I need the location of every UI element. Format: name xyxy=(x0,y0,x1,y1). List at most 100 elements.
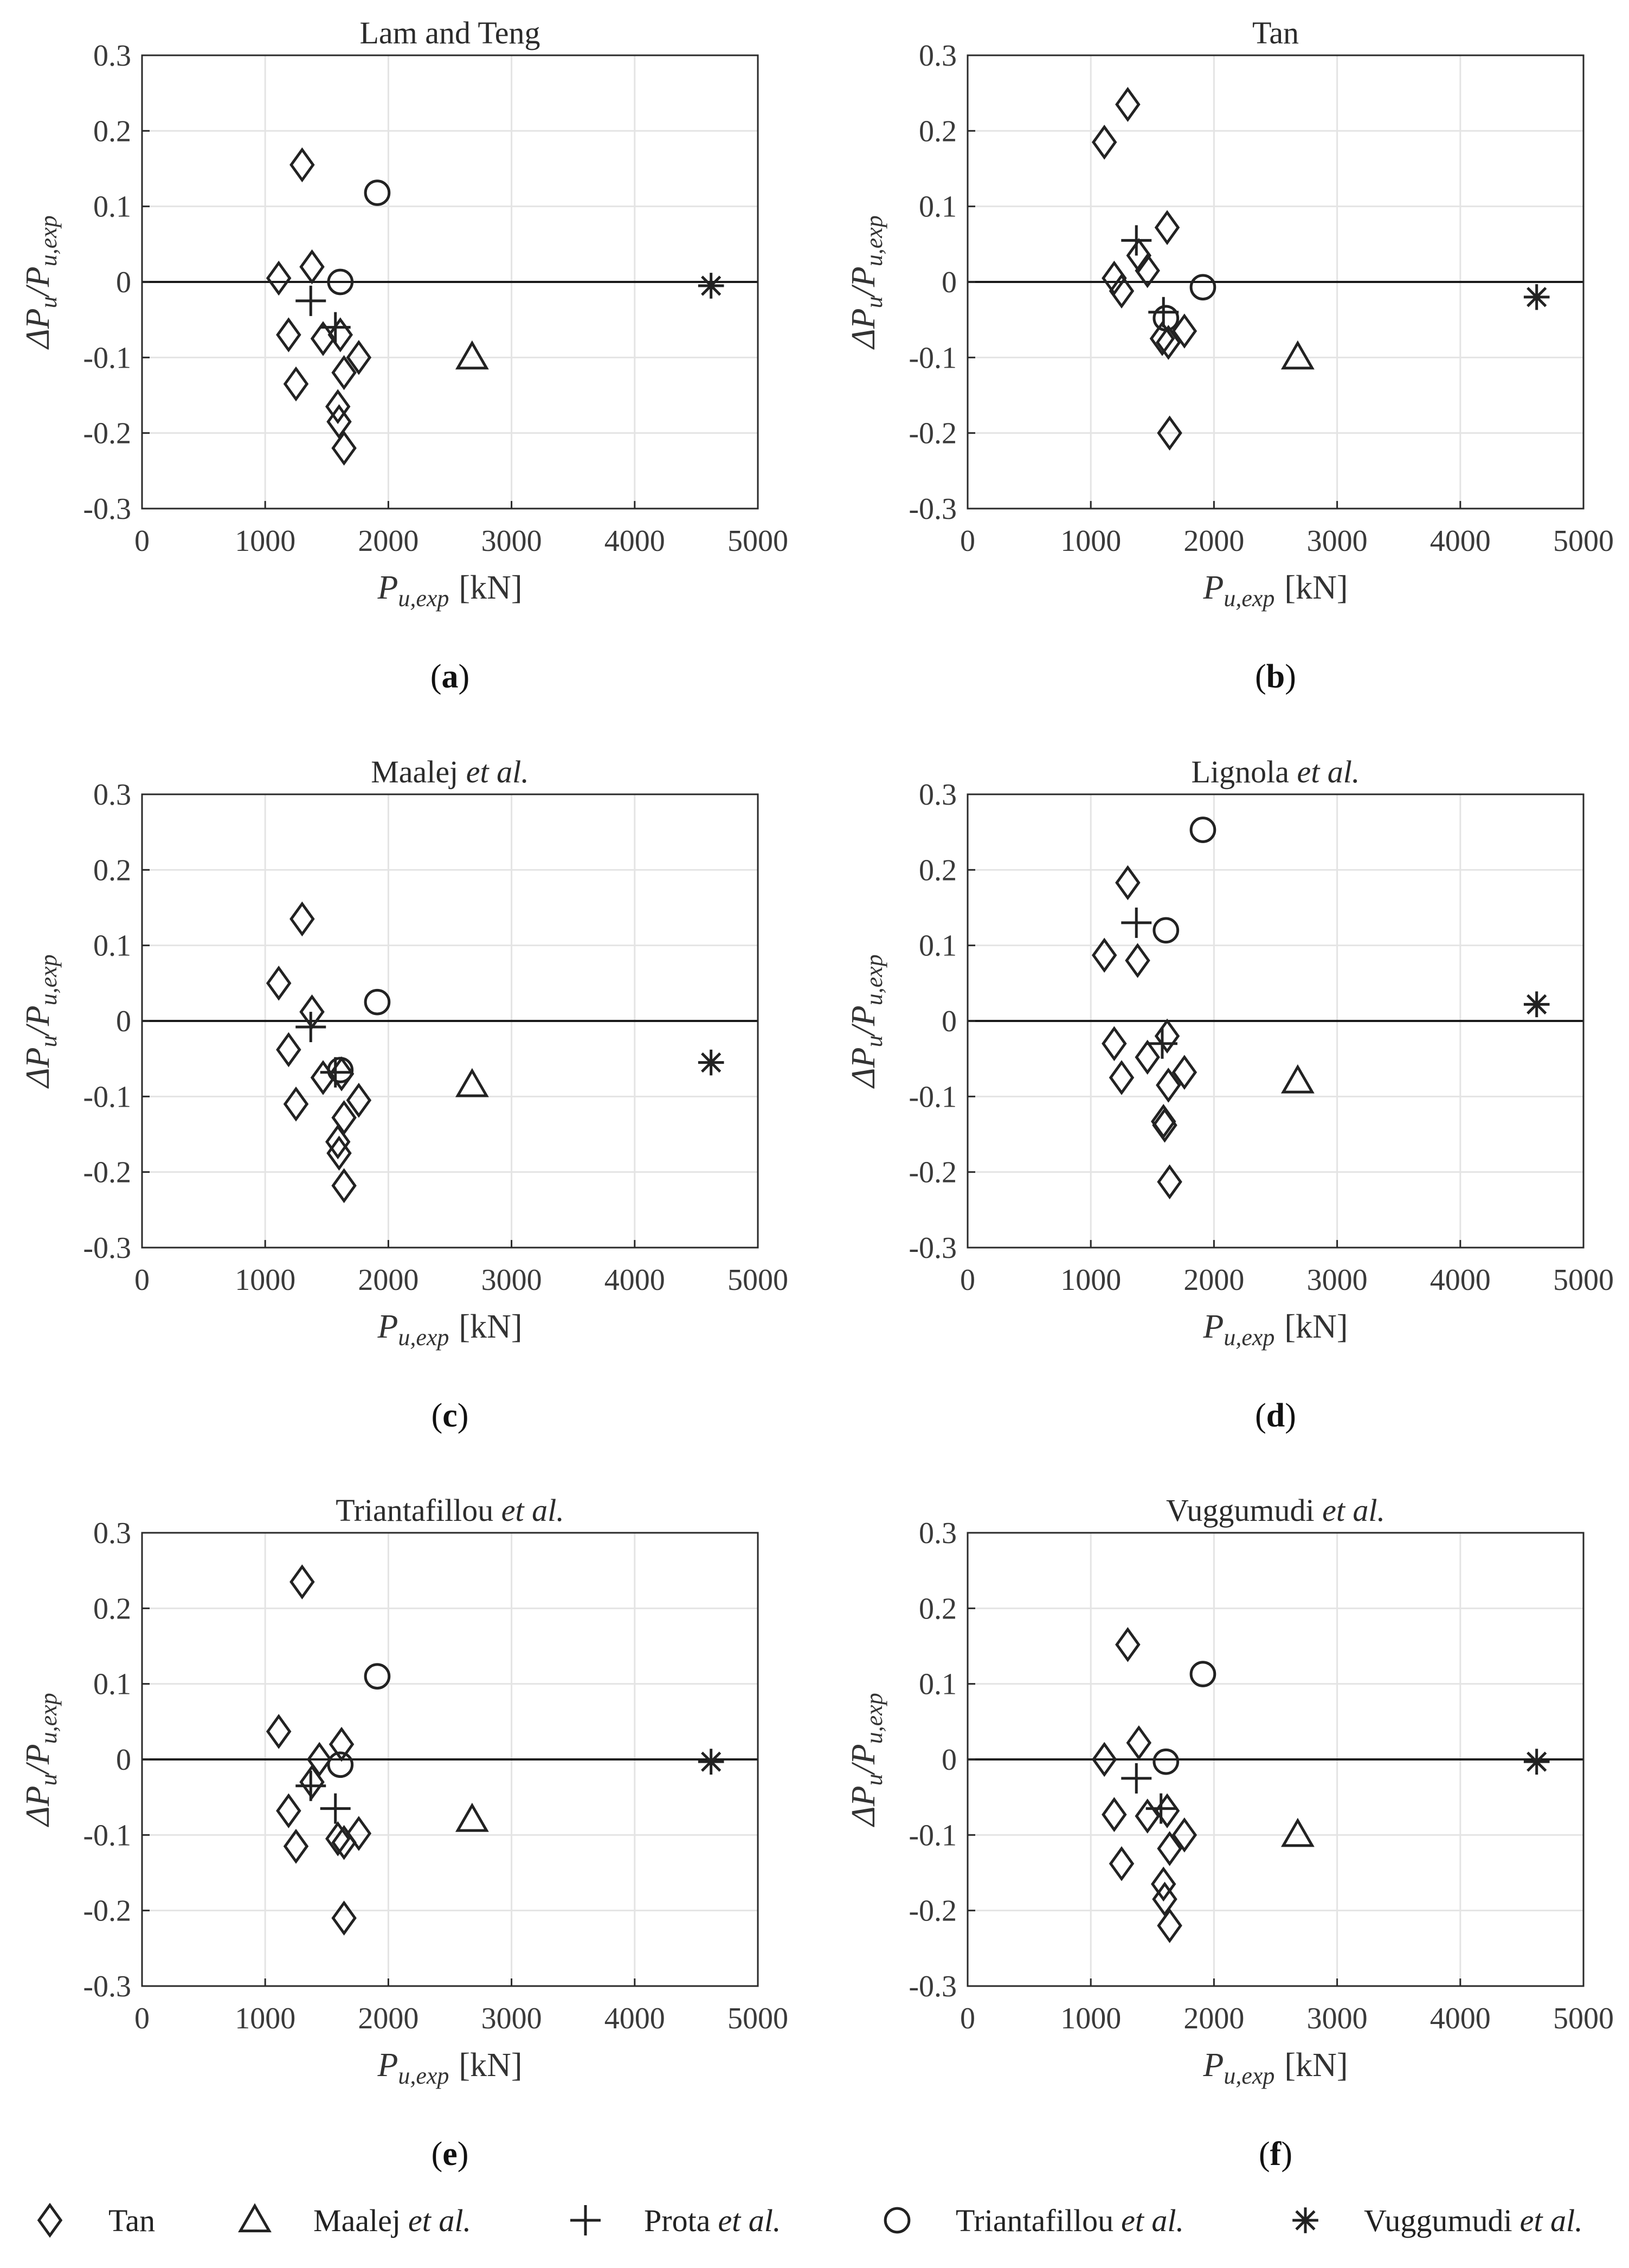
data-point-diamond xyxy=(1109,1060,1135,1095)
y-axis-label-sep: /P xyxy=(845,266,882,298)
x-tick-label: 3000 xyxy=(481,2002,542,2035)
y-axis-label-delta: ΔP xyxy=(20,1047,56,1089)
caption-letter: c xyxy=(442,1397,458,1434)
data-point-circle xyxy=(327,268,354,295)
data-point-diamond xyxy=(289,1564,315,1599)
data-point-diamond xyxy=(1125,943,1150,978)
data-point-plus xyxy=(320,312,351,343)
series-triangle xyxy=(455,1802,489,1832)
y-tick-label: 0.1 xyxy=(93,929,131,963)
series-triangle xyxy=(455,340,489,370)
x-tick-label: 0 xyxy=(134,2002,150,2035)
x-axis-label-sub: u,exp xyxy=(1224,585,1274,612)
x-tick-label: 0 xyxy=(960,2002,975,2035)
data-point-diamond xyxy=(1151,1866,1176,1902)
panel-title: Vuggumudi et al. xyxy=(1166,1493,1385,1528)
y-axis-label-sep: /P xyxy=(20,1744,56,1775)
legend-marker-triangle xyxy=(238,2203,272,2233)
panel-title: Triantafillou et al. xyxy=(336,1493,564,1528)
y-axis-label-sub1: u xyxy=(861,296,887,308)
y-tick-label: -0.3 xyxy=(909,1231,957,1265)
data-point-diamond xyxy=(325,1821,351,1856)
data-point-diamond xyxy=(306,1742,332,1777)
y-tick-label: 0 xyxy=(942,1005,957,1038)
data-point-diamond xyxy=(276,1793,301,1829)
data-point-diamond xyxy=(1171,1817,1197,1853)
x-tick-label: 3000 xyxy=(481,524,542,558)
y-axis-label-sub2: u,exp xyxy=(35,215,62,266)
legend-marker-circle xyxy=(884,2207,911,2234)
y-axis-label-delta: ΔP xyxy=(845,1785,882,1827)
x-tick-label: 1000 xyxy=(1060,1263,1121,1297)
data-point-diamond xyxy=(326,404,352,440)
panel-title-main: Maalej xyxy=(371,754,466,789)
x-tick-label: 4000 xyxy=(604,2002,665,2035)
series-plus xyxy=(1121,1763,1176,1824)
x-axis-label: Pu,exp [kN] xyxy=(377,1308,522,1351)
data-point-triangle xyxy=(1280,340,1315,370)
data-point-diamond xyxy=(1091,937,1117,973)
x-tick-label: 1000 xyxy=(235,1263,295,1297)
y-tick-label: 0.3 xyxy=(919,39,957,73)
series-plus xyxy=(295,285,351,343)
x-tick-label: 5000 xyxy=(1553,2002,1614,2035)
x-tick-label: 3000 xyxy=(1307,1263,1368,1297)
y-axis-label-sub2: u,exp xyxy=(35,954,62,1005)
data-point-diamond xyxy=(1149,321,1175,356)
y-tick-label: 0.2 xyxy=(919,114,957,148)
data-point-diamond xyxy=(1126,1725,1152,1761)
legend-label-etal: et al. xyxy=(1520,2203,1583,2238)
data-point-diamond xyxy=(326,1135,352,1171)
x-tick-label: 4000 xyxy=(604,524,665,558)
panel-title-main: Lam and Teng xyxy=(359,15,540,50)
x-axis-label: Pu,exp [kN] xyxy=(377,569,522,612)
data-point-diamond xyxy=(1157,1164,1182,1200)
series-triangle xyxy=(1280,1817,1315,1847)
data-point-diamond xyxy=(276,317,301,352)
panel-title-main: Lignola xyxy=(1192,754,1297,789)
y-axis-label-delta: ΔP xyxy=(845,1047,882,1089)
y-axis-label-delta: ΔP xyxy=(20,308,56,350)
data-point-circle xyxy=(364,1663,391,1690)
data-point-diamond xyxy=(1154,1018,1180,1054)
data-point-diamond xyxy=(331,1100,357,1135)
x-tick-label: 4000 xyxy=(604,1263,665,1297)
data-point-diamond xyxy=(1102,1026,1127,1062)
legend-label: Tan xyxy=(108,2203,155,2238)
series-circle xyxy=(1152,1661,1216,1775)
caption-close: ) xyxy=(458,1397,469,1434)
data-point-circle xyxy=(1189,817,1216,843)
data-point-diamond xyxy=(1154,210,1180,245)
x-tick-label: 2000 xyxy=(358,524,418,558)
y-tick-label: -0.3 xyxy=(83,1231,131,1265)
y-tick-label: -0.2 xyxy=(909,1156,957,1190)
panel-caption: (d) xyxy=(1255,1397,1296,1434)
data-point-plus xyxy=(1121,1763,1152,1794)
y-axis-label-sub2: u,exp xyxy=(861,954,887,1005)
x-axis-label-sub: u,exp xyxy=(1224,2063,1274,2089)
series-diamond xyxy=(266,901,372,1204)
data-point-triangle xyxy=(455,340,489,370)
data-point-diamond xyxy=(331,1168,357,1204)
y-tick-label: -0.3 xyxy=(909,492,957,526)
panel-caption: (f) xyxy=(1259,2136,1292,2173)
series-circle xyxy=(327,988,391,1083)
panel-title-main: Tan xyxy=(1252,15,1299,50)
panel-caption: (e) xyxy=(432,2136,469,2173)
panel-title-main: Vuggumudi xyxy=(1166,1493,1322,1528)
data-point-plus xyxy=(295,285,326,316)
caption-letter: d xyxy=(1266,1397,1285,1434)
x-tick-label: 0 xyxy=(134,524,150,558)
caption-letter: b xyxy=(1266,658,1285,695)
data-point-plus xyxy=(295,1770,326,1801)
y-axis-label-sep: /P xyxy=(20,1005,56,1037)
y-tick-label: -0.1 xyxy=(83,1819,131,1852)
legend-label-main: Prota xyxy=(644,2203,710,2238)
y-axis-label: ΔPu/Pu,exp xyxy=(845,215,887,350)
y-axis-label: ΔPu/Pu,exp xyxy=(20,215,62,350)
caption-close: ) xyxy=(459,658,470,695)
y-tick-label: 0.1 xyxy=(93,190,131,224)
data-point-diamond xyxy=(1171,313,1197,349)
data-point-asterisk xyxy=(698,1049,724,1076)
data-point-diamond xyxy=(1135,1039,1160,1075)
